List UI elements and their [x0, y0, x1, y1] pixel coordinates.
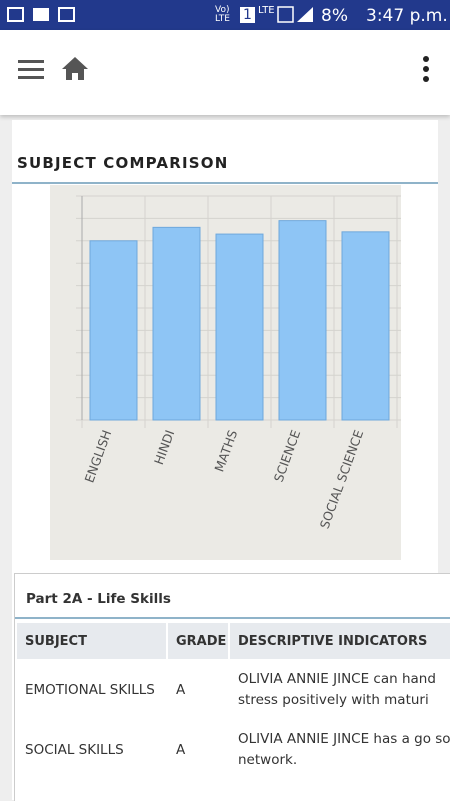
- table-title: Part 2A - Life Skills: [26, 591, 171, 607]
- table-card: Part 2A - Life Skills SUBJECT GRADE DESCRI…: [14, 573, 450, 801]
- notification-icons: [7, 7, 75, 22]
- volte: Vo) LTE: [215, 5, 230, 24]
- bar: [278, 220, 327, 421]
- bar: [89, 240, 138, 421]
- time: 3:47 p.m.: [366, 6, 448, 26]
- header-cell: GRADE: [168, 623, 228, 659]
- bar: [215, 233, 264, 421]
- table-row: EMOTIONAL SKILLS A OLIVIA ANNIE JINCE can …: [17, 661, 450, 719]
- header-row: SUBJECT GRADE DESCRIPTIVE INDICATORS: [17, 623, 450, 659]
- table-cell: A: [176, 681, 186, 698]
- app-bar-icons: [18, 56, 429, 82]
- status-bar: Vo) LTE 1 LTE 8% 3:47 p.m.: [0, 0, 450, 30]
- app-bar: [0, 30, 450, 115]
- header-cell: DESCRIPTIVE INDICATORS: [230, 623, 450, 659]
- chart: ENGLISH HINDI MATHS SCIENCE SOCIAL SCIENCE: [50, 185, 401, 560]
- table-cell: A: [168, 781, 228, 801]
- signal-icons: [277, 6, 313, 23]
- more-button[interactable]: [423, 56, 429, 82]
- table-cell: EMOTIONAL SKILLS: [25, 681, 155, 698]
- chart-title: SUBJECT COMPARISON: [17, 154, 229, 172]
- header-cell: SUBJECT: [17, 623, 166, 659]
- table-cell: THINKING SKILLS: [17, 781, 166, 801]
- sim: 1: [240, 7, 255, 23]
- divider: [15, 617, 450, 619]
- home-button[interactable]: [62, 57, 88, 80]
- life-skills-table: SUBJECT GRADE DESCRIPTIVE INDICATORS EMOTIO…: [15, 621, 450, 801]
- table-cell: OLIVIA ANNIE JINCE can hand stress posit…: [238, 671, 436, 708]
- bar: [341, 231, 390, 421]
- bar: [152, 226, 201, 421]
- table-cell: OLIVIA ANNIE JINCE is very: [230, 781, 450, 801]
- table-cell: A: [176, 741, 186, 758]
- divider: [12, 182, 438, 184]
- network: LTE: [258, 5, 275, 16]
- table-cell: SOCIAL SKILLS: [25, 741, 124, 758]
- table-row: SOCIAL SKILLS A OLIVIA ANNIE JINCE has a g…: [17, 721, 450, 779]
- battery: 8%: [321, 6, 348, 26]
- menu-button[interactable]: [18, 60, 44, 79]
- table-cell: OLIVIA ANNIE JINCE has a go social netwo…: [238, 731, 450, 768]
